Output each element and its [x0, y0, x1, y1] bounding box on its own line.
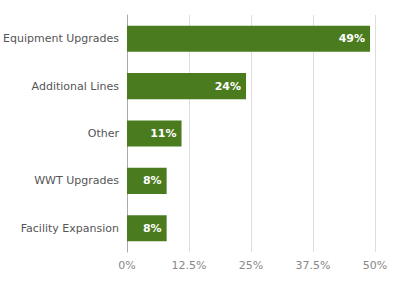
- svg-text:37.5%: 37.5%: [296, 259, 331, 272]
- svg-text:Additional Lines: Additional Lines: [32, 80, 120, 93]
- svg-text:0%: 0%: [118, 259, 135, 272]
- svg-text:24%: 24%: [215, 80, 241, 93]
- svg-text:11%: 11%: [150, 127, 176, 140]
- svg-text:25%: 25%: [239, 259, 263, 272]
- svg-text:Other: Other: [88, 127, 120, 140]
- svg-text:Facility Expansion: Facility Expansion: [21, 222, 119, 235]
- svg-text:49%: 49%: [339, 32, 365, 45]
- svg-text:WWT Upgrades: WWT Upgrades: [34, 174, 119, 187]
- svg-text:12.5%: 12.5%: [171, 259, 206, 272]
- svg-text:Equipment Upgrades: Equipment Upgrades: [3, 32, 119, 45]
- svg-text:50%: 50%: [363, 259, 387, 272]
- svg-text:8%: 8%: [143, 174, 162, 187]
- svg-text:8%: 8%: [143, 222, 162, 235]
